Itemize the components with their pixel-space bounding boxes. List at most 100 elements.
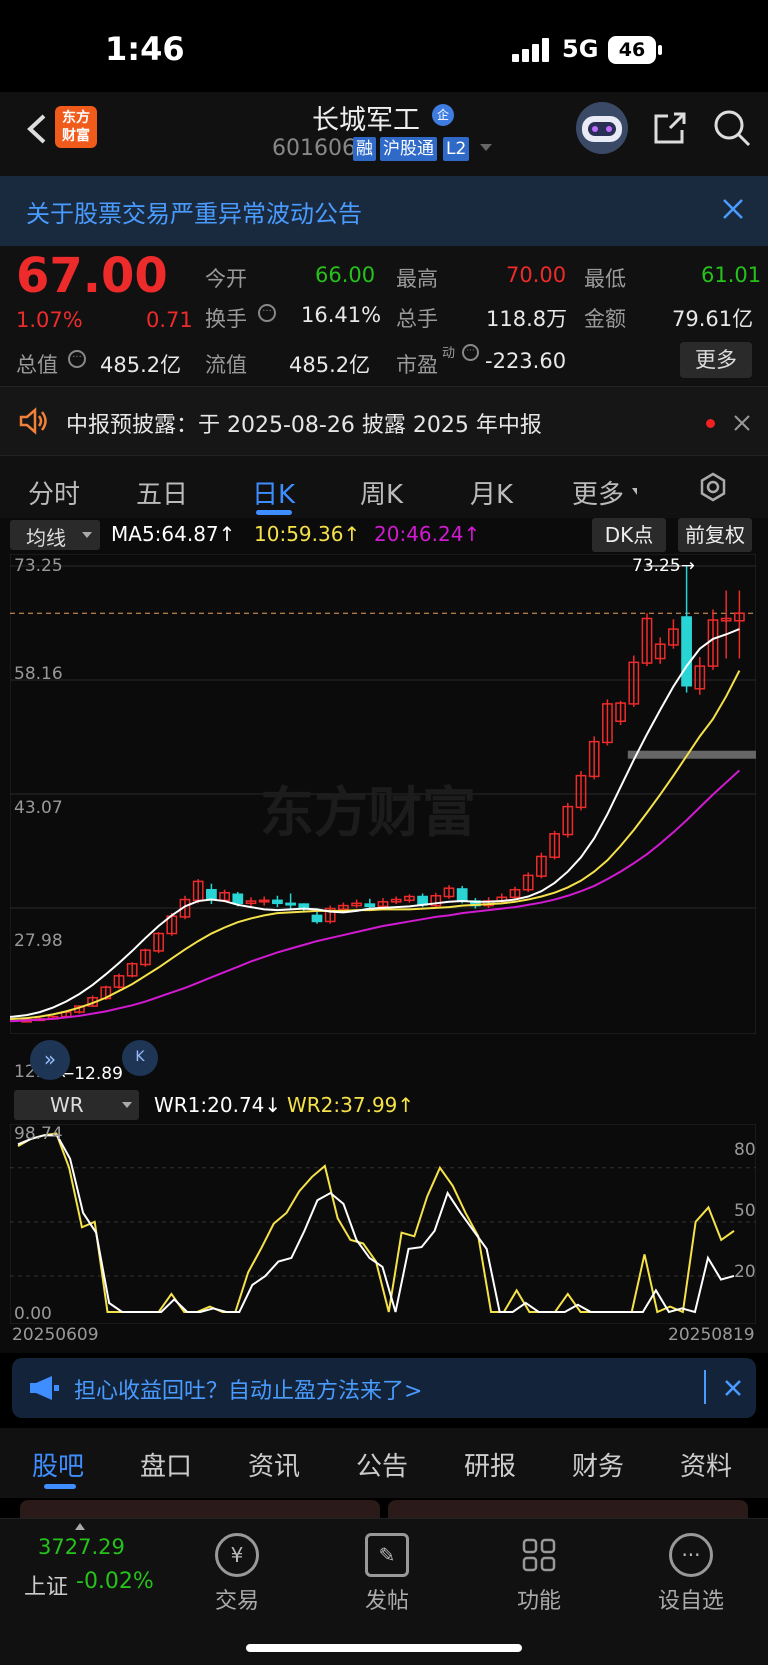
y-tick-label: 43.07 (14, 798, 63, 818)
candle-body (311, 914, 323, 923)
more-dots-icon: ··· (669, 1533, 713, 1577)
high-marker: 73.25→ (632, 556, 695, 576)
nav-post[interactable]: ✎ 发帖 (342, 1533, 432, 1615)
index-change[interactable]: -0.02% (76, 1569, 154, 1594)
candle-body (258, 899, 270, 903)
adjust-price-button[interactable]: 前复权 (678, 518, 752, 552)
low-value: 61.01 (701, 263, 762, 287)
wr-right-label: 50 (734, 1201, 756, 1221)
candle-body (575, 774, 587, 809)
candle-body (641, 617, 653, 664)
disclosure-banner[interactable]: 中报预披露：于 2025-08-26 披露 2025 年中报 (0, 386, 768, 456)
tab-profile[interactable]: 资料 (680, 1452, 733, 1482)
date-start: 20250609 (12, 1325, 99, 1345)
chevron-down-icon (122, 1102, 132, 1108)
ma-selector-label: 均线 (26, 526, 66, 550)
float-label: 流值 (205, 353, 247, 377)
back-icon[interactable] (20, 112, 54, 146)
chevron-down-icon[interactable] (480, 144, 492, 151)
candle-body (338, 904, 349, 911)
close-icon[interactable] (734, 415, 750, 431)
announcement-text[interactable]: 关于股票交易严重异常波动公告 (26, 200, 362, 228)
share-icon[interactable] (652, 110, 688, 146)
candle-body (509, 888, 521, 899)
candle-body (377, 901, 389, 908)
index-value[interactable]: 3727.29 (38, 1535, 125, 1559)
candle-body (351, 902, 362, 907)
low-label: 最低 (584, 267, 626, 291)
chevron-up-icon[interactable] (75, 1523, 85, 1530)
chart-area: 均线 MA5:64.87↑ 10:59.36↑ 20:46.24↑ DK点 前复… (0, 518, 768, 1353)
gear-icon[interactable] (698, 472, 728, 502)
nav-functions[interactable]: 功能 (494, 1533, 584, 1615)
tab-forum[interactable]: 股吧 (32, 1452, 85, 1482)
close-icon[interactable] (722, 198, 744, 220)
tab-weekly-k[interactable]: 周K (360, 480, 404, 510)
candle-body (272, 899, 283, 905)
candle-body (522, 874, 534, 891)
tab-orderbook[interactable]: 盘口 (140, 1452, 193, 1482)
robot-avatar-icon[interactable] (576, 102, 628, 154)
bottom-nav: 3727.29 上证 -0.02% ¥ 交易 ✎ 发帖 功能 ··· 设自选 (0, 1518, 768, 1665)
stock-code: 601606 (272, 136, 356, 161)
more-button[interactable]: 更多 (680, 342, 752, 378)
tab-daily-k[interactable]: 日K (252, 480, 296, 510)
tab-intraday[interactable]: 分时 (28, 480, 81, 510)
candle-body (615, 702, 626, 722)
k-marker-icon[interactable]: K (122, 1040, 158, 1076)
candle-body (404, 895, 415, 902)
wr-bottom-label: 0.00 (14, 1304, 52, 1324)
ma-selector[interactable]: 均线 (10, 520, 100, 550)
info-icon[interactable]: ··· (462, 344, 479, 361)
content-card-peek (20, 1500, 380, 1518)
volume-value: 118.8万 (486, 307, 568, 331)
tab-financials[interactable]: 财务 (572, 1452, 625, 1482)
dk-point-button[interactable]: DK点 (592, 518, 666, 552)
promo-banner[interactable]: 担心收益回吐？自动止盈方法来了> (12, 1358, 756, 1418)
collapse-icon[interactable]: » (30, 1040, 70, 1080)
tab-more[interactable]: 更多 (572, 480, 625, 510)
stock-name: 长城军工 (312, 105, 420, 136)
tab-five-day[interactable]: 五日 (136, 480, 189, 510)
ma20-line (10, 769, 741, 1023)
promo-text[interactable]: 担心收益回吐？自动止盈方法来了> (74, 1379, 423, 1404)
candle-body (390, 898, 402, 903)
candle-body (654, 643, 666, 660)
candle-body (602, 703, 613, 744)
volume-label: 总手 (396, 307, 438, 331)
nav-trade[interactable]: ¥ 交易 (192, 1533, 282, 1615)
nav-watchlist[interactable]: ··· 设自选 (646, 1533, 736, 1615)
indicator-selector[interactable]: WR (14, 1090, 139, 1120)
nav-trade-label: 交易 (214, 1589, 259, 1614)
search-icon[interactable] (712, 108, 752, 148)
pe-label: 市盈 (396, 353, 438, 377)
candle-body (549, 833, 560, 858)
candlestick-chart[interactable] (10, 554, 756, 1034)
tab-news[interactable]: 资讯 (248, 1452, 301, 1482)
info-icon[interactable]: ··· (68, 350, 86, 368)
tag-margin: 融 (353, 137, 376, 161)
announcement-banner[interactable]: 关于股票交易严重异常波动公告 (0, 176, 768, 246)
corner-triangle-icon (632, 488, 637, 495)
candle-body (681, 616, 692, 687)
change-percent: 1.07% (16, 308, 83, 332)
info-icon[interactable]: ··· (258, 304, 276, 322)
index-name[interactable]: 上证 (24, 1575, 69, 1600)
wr-chart[interactable] (10, 1124, 756, 1324)
unread-dot (706, 419, 715, 428)
candle-body (153, 932, 164, 952)
turnover-value: 16.41% (301, 303, 382, 327)
candle-body (113, 975, 125, 988)
app-logo[interactable]: 东方财富 (55, 106, 97, 148)
close-icon[interactable] (724, 1379, 742, 1397)
chevron-down-icon (82, 532, 92, 538)
disclosure-text[interactable]: 中报预披露：于 2025-08-26 披露 2025 年中报 (66, 413, 542, 438)
status-time: 1:46 (105, 30, 185, 68)
tab-announcements[interactable]: 公告 (356, 1452, 409, 1482)
tab-research[interactable]: 研报 (464, 1452, 517, 1482)
pe-value: -223.60 (485, 349, 567, 373)
candle-body (126, 963, 138, 977)
tab-monthly-k[interactable]: 月K (470, 480, 514, 510)
open-label: 今开 (205, 267, 247, 291)
last-price: 67.00 (16, 248, 168, 304)
